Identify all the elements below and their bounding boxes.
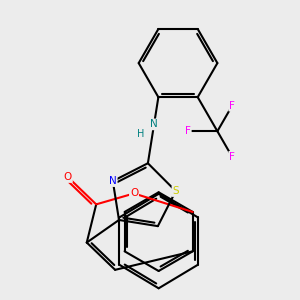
Text: O: O — [130, 188, 138, 198]
Text: N: N — [109, 176, 117, 186]
Text: F: F — [229, 101, 235, 111]
Text: F: F — [185, 126, 191, 136]
Text: H: H — [137, 129, 145, 139]
Text: O: O — [64, 172, 72, 182]
Text: N: N — [150, 119, 158, 129]
Text: F: F — [229, 152, 235, 162]
Text: S: S — [172, 186, 179, 196]
